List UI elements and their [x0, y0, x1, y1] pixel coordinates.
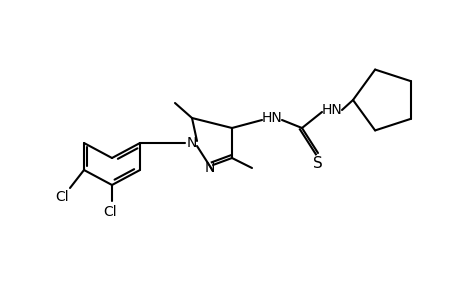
Text: N: N [186, 136, 197, 150]
Text: Cl: Cl [55, 190, 69, 204]
Text: Cl: Cl [103, 205, 117, 219]
Text: S: S [313, 155, 322, 170]
Text: HN: HN [321, 103, 341, 117]
Text: HN: HN [261, 111, 282, 125]
Text: N: N [204, 161, 215, 175]
